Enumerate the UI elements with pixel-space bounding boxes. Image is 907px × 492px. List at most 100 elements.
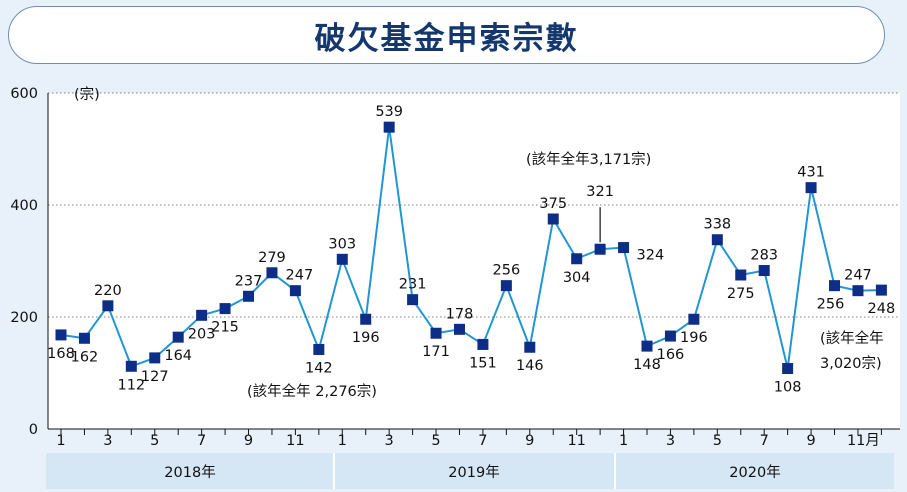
y-tick-label: 0 — [29, 422, 38, 438]
x-tick-label: 5 — [713, 433, 722, 449]
data-point — [78, 332, 90, 344]
data-label: 275 — [727, 286, 755, 302]
x-tick-label: 11月 — [847, 433, 880, 449]
data-point — [618, 242, 630, 254]
data-label: 321 — [586, 184, 614, 200]
data-point — [243, 290, 255, 302]
data-point — [360, 313, 372, 325]
annotation-2019-total: (該年全年3,171宗) — [526, 150, 651, 168]
data-point — [711, 234, 723, 246]
x-tick-label: 3 — [666, 433, 675, 449]
data-point — [524, 341, 536, 353]
data-label: 166 — [657, 347, 685, 363]
data-point — [547, 213, 559, 225]
data-point — [102, 300, 114, 312]
chart-title: 破欠基金申索宗數 — [314, 20, 579, 57]
data-point — [196, 309, 208, 321]
data-label: 112 — [117, 377, 145, 393]
data-point — [688, 313, 700, 325]
data-label: 142 — [305, 360, 333, 376]
data-label: 196 — [680, 330, 708, 346]
data-label: 304 — [563, 270, 591, 286]
x-tick-label: 7 — [197, 433, 206, 449]
data-label: 178 — [446, 306, 474, 322]
x-tick-label: 11 — [286, 433, 304, 449]
data-point — [149, 352, 161, 364]
data-point — [875, 284, 887, 296]
data-label: 231 — [399, 277, 427, 293]
year-band — [46, 453, 894, 489]
data-point — [430, 327, 442, 339]
data-point — [829, 280, 841, 292]
data-label: 539 — [375, 104, 403, 120]
data-point — [641, 340, 653, 352]
data-label: 146 — [516, 358, 544, 374]
data-point — [500, 280, 512, 292]
annotation-2020-total-line2: 3,020宗) — [820, 355, 882, 372]
x-tick-label: 9 — [525, 433, 534, 449]
year-label: 2020年 — [729, 464, 780, 481]
data-point — [266, 267, 278, 279]
data-point — [383, 121, 395, 133]
data-label: 127 — [141, 369, 169, 385]
data-point — [453, 323, 465, 335]
x-tick-label: 7 — [760, 433, 769, 449]
x-tick-label: 3 — [103, 433, 112, 449]
plot-area — [48, 93, 900, 429]
y-tick-label: 400 — [10, 198, 38, 214]
data-label: 168 — [47, 346, 75, 362]
data-label: 162 — [71, 349, 99, 365]
data-label: 215 — [211, 320, 239, 336]
data-point — [55, 329, 67, 341]
data-label: 171 — [422, 344, 450, 360]
x-tick-label: 7 — [478, 433, 487, 449]
y-axis-unit: (宗) — [74, 86, 100, 103]
data-label: 108 — [774, 380, 802, 396]
x-tick-label: 3 — [385, 433, 394, 449]
x-tick-label: 1 — [338, 433, 347, 449]
data-label: 338 — [703, 217, 731, 233]
data-label: 283 — [750, 248, 778, 264]
data-point — [758, 265, 770, 277]
data-label: 196 — [352, 330, 380, 346]
x-tick-label: 1 — [619, 433, 628, 449]
data-label: 256 — [493, 263, 521, 279]
x-tick-label: 5 — [431, 433, 440, 449]
x-tick-label: 1 — [56, 433, 65, 449]
data-point — [407, 294, 419, 306]
data-point — [782, 363, 794, 375]
data-label: 151 — [469, 355, 497, 371]
data-label: 237 — [235, 273, 263, 289]
data-point — [735, 269, 747, 281]
x-tick-label: 5 — [150, 433, 159, 449]
data-point — [664, 330, 676, 342]
x-tick-label: 9 — [244, 433, 253, 449]
data-label: 164 — [164, 348, 192, 364]
y-tick-label: 200 — [10, 310, 38, 326]
data-label: 247 — [286, 268, 314, 284]
data-label: 256 — [817, 297, 845, 313]
data-label: 279 — [258, 250, 286, 266]
data-point — [805, 182, 817, 194]
data-label: 203 — [188, 326, 216, 342]
data-label: 148 — [633, 357, 661, 373]
year-label: 2018年 — [164, 464, 215, 481]
data-label: 324 — [637, 248, 665, 264]
data-point — [852, 285, 864, 297]
annotation-2018-total: (該年全年 2,276宗) — [247, 382, 377, 400]
data-point — [477, 338, 489, 350]
annotation-2020-total: (該年全年 — [820, 329, 884, 347]
data-label: 247 — [844, 268, 872, 284]
data-point — [571, 253, 583, 265]
data-point — [219, 303, 231, 315]
data-label: 220 — [94, 283, 122, 299]
data-label: 303 — [328, 236, 356, 252]
data-point — [172, 331, 184, 343]
data-point — [594, 243, 606, 255]
title-banner: 破欠基金申索宗數 — [8, 6, 885, 64]
data-label: 431 — [797, 165, 825, 181]
data-point — [313, 343, 325, 355]
data-label: 248 — [868, 301, 896, 317]
